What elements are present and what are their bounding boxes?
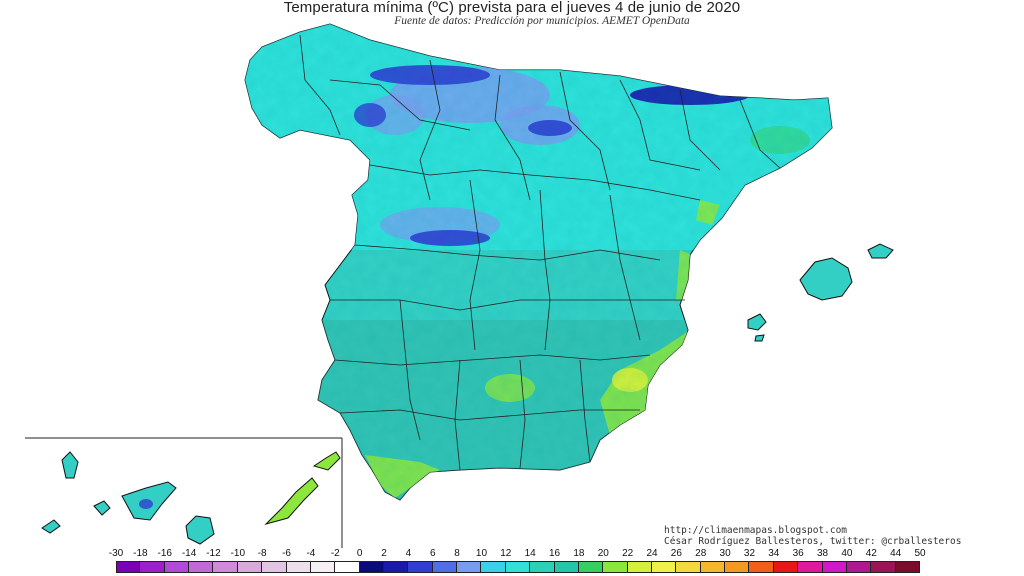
legend-swatch — [822, 561, 847, 573]
color-legend-bar — [0, 561, 1024, 573]
legend-label: 24 — [646, 548, 658, 559]
legend-label: -4 — [306, 548, 316, 559]
legend-swatch — [408, 561, 433, 573]
legend-label: 16 — [548, 548, 561, 559]
legend-label: -10 — [230, 548, 246, 559]
legend-swatch — [676, 561, 701, 573]
legend-swatch — [116, 561, 141, 573]
legend-swatch — [603, 561, 628, 573]
legend-swatch — [286, 561, 311, 573]
legend-label: -8 — [257, 548, 267, 559]
la-gomera — [93, 500, 111, 516]
la-palma — [61, 451, 79, 479]
legend-label: 18 — [573, 548, 585, 559]
legend-label: -14 — [181, 548, 197, 559]
legend-swatch — [335, 561, 360, 573]
legend-swatch — [530, 561, 555, 573]
ibiza — [747, 313, 767, 331]
gran-canaria — [185, 515, 215, 545]
legend-label: 22 — [622, 548, 634, 559]
legend-swatch — [578, 561, 604, 573]
legend-swatch — [871, 561, 896, 573]
legend-swatch — [846, 561, 872, 573]
menorca — [867, 243, 894, 259]
canary-islands-inset — [25, 437, 343, 548]
author-credit: César Rodríguez Ballesteros, twitter: @c… — [664, 536, 962, 547]
legend-label: 40 — [841, 548, 853, 559]
legend-label: 26 — [670, 548, 682, 559]
legend-label: 32 — [743, 548, 756, 559]
legend-swatch — [895, 561, 920, 573]
mallorca — [799, 257, 853, 301]
legend-label: 2 — [381, 548, 387, 559]
legend-label: 44 — [890, 548, 902, 559]
legend-label: 42 — [865, 548, 877, 559]
legend-label: -16 — [157, 548, 172, 559]
legend-swatch — [189, 561, 214, 573]
legend-label: -12 — [206, 548, 221, 559]
legend-swatch — [164, 561, 190, 573]
legend-swatch — [798, 561, 823, 573]
legend-swatch — [505, 561, 531, 573]
blog-credit: http://climaenmapas.blogspot.com — [664, 525, 848, 536]
legend-swatch — [773, 561, 799, 573]
legend-swatch — [700, 561, 726, 573]
map-title: Temperatura mínima (ºC) prevista para el… — [283, 0, 741, 16]
province-borders — [299, 34, 781, 471]
legend-label: 36 — [792, 548, 804, 559]
legend-label: 12 — [500, 548, 512, 559]
legend-label: 30 — [719, 548, 731, 559]
legend-swatch — [725, 561, 750, 573]
legend-swatch — [432, 561, 458, 573]
legend-swatch — [749, 561, 774, 573]
legend-swatch — [652, 561, 677, 573]
legend-label: 0 — [356, 548, 363, 559]
legend-label: 28 — [695, 548, 707, 559]
legend-label: 20 — [597, 548, 609, 559]
legend-swatch — [262, 561, 287, 573]
legend-label: 34 — [768, 548, 780, 559]
legend-swatch — [457, 561, 482, 573]
legend-swatch — [310, 561, 336, 573]
legend-swatch — [140, 561, 165, 573]
legend-label: -2 — [330, 548, 340, 559]
legend-label: 38 — [816, 548, 829, 559]
el-hierro — [41, 519, 61, 534]
legend-labels: -30 -18 -16 -14 -12 -10 -8 -6 -4 -2 0 2 4 6 8 10 12 14 16 1… — [0, 548, 1024, 560]
legend-label: 6 — [429, 548, 436, 559]
legend-swatch — [237, 561, 263, 573]
legend-swatch — [481, 561, 506, 573]
balearic-islands — [747, 243, 894, 342]
legend-swatch — [627, 561, 652, 573]
legend-label: 50 — [914, 548, 926, 559]
iberian-peninsula — [244, 23, 833, 501]
lanzarote — [312, 451, 341, 471]
legend-swatch — [213, 561, 238, 573]
fuerteventura — [264, 477, 319, 525]
legend-swatch — [554, 561, 579, 573]
formentera — [754, 334, 765, 342]
legend-label: 10 — [475, 548, 488, 559]
map-subtitle: Fuente de datos: Predicción por municipi… — [394, 15, 690, 27]
legend-label: -6 — [282, 548, 291, 559]
legend-label: 14 — [524, 548, 536, 559]
legend-label: -30 — [108, 548, 124, 559]
legend-label: 4 — [405, 548, 412, 559]
legend-swatch — [359, 561, 384, 573]
legend-label: 8 — [454, 548, 460, 559]
legend-label: -18 — [133, 548, 148, 559]
legend-swatch — [384, 561, 409, 573]
